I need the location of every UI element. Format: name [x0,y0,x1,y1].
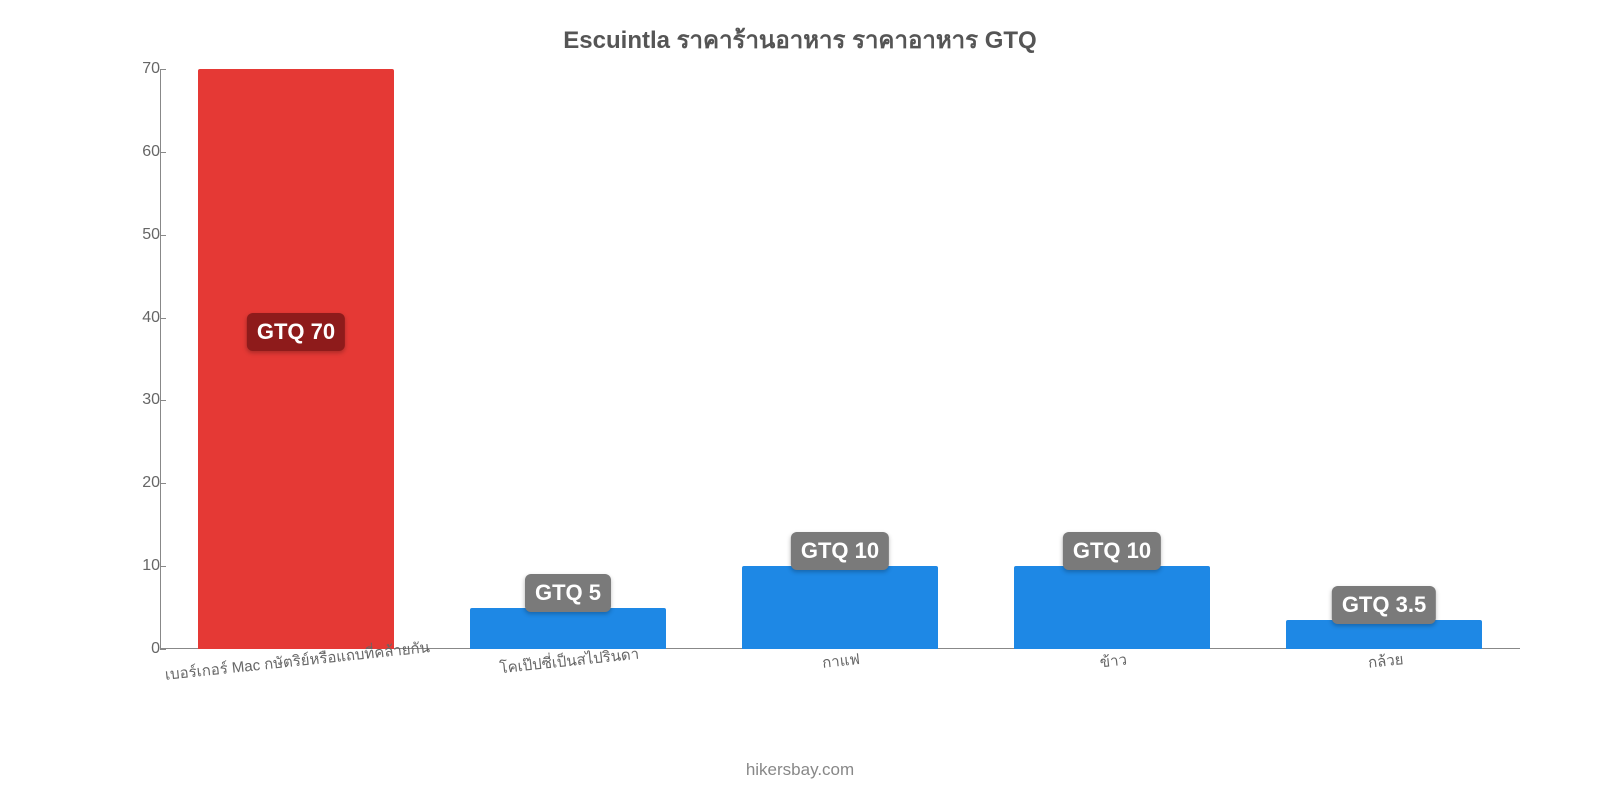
bar [198,69,394,649]
value-badge: GTQ 3.5 [1332,586,1436,624]
bar-slot: GTQ 10 [976,69,1248,649]
y-tick-label: 70 [100,60,160,78]
x-label-slot: โคเป๊ปซี่เป็นสไปรินดา [432,649,704,669]
y-tick-label: 0 [100,640,160,658]
bar-slot: GTQ 70 [160,69,432,649]
x-axis-label: กาแฟ [821,647,861,675]
x-axis-labels: เบอร์เกอร์ Mac กษัตริย์หรือแถบที่คล้ายกั… [160,649,1520,669]
bar-slot: GTQ 5 [432,69,704,649]
bars-container: GTQ 70 GTQ 5 GTQ 10 GTQ 10 GTQ 3.5 [160,69,1520,649]
y-tick-label: 40 [100,309,160,327]
x-label-slot: ข้าว [976,649,1248,669]
x-label-slot: กล้วย [1248,649,1520,669]
value-badge: GTQ 10 [791,532,889,570]
plot-area: 010203040506070 GTQ 70GTQ 5GTQ 10GTQ 10G… [160,69,1520,649]
value-badge: GTQ 70 [247,313,345,351]
x-label-slot: กาแฟ [704,649,976,669]
bar [1014,566,1210,649]
x-label-slot: เบอร์เกอร์ Mac กษัตริย์หรือแถบที่คล้ายกั… [160,649,432,669]
bar [1286,620,1482,649]
x-axis-label: กล้วย [1366,647,1404,675]
attribution-text: hikersbay.com [0,760,1600,780]
y-axis: 010203040506070 [100,69,160,649]
chart-title: Escuintla ราคาร้านอาหาร ราคาอาหาร GTQ [40,20,1560,59]
x-axis-label: ข้าว [1099,648,1128,675]
bar [742,566,938,649]
bar-slot: GTQ 10 [704,69,976,649]
y-tick-label: 30 [100,391,160,409]
price-bar-chart: Escuintla ราคาร้านอาหาร ราคาอาหาร GTQ 0 1… [0,0,1600,800]
y-tick-label: 10 [100,557,160,575]
value-badge: GTQ 10 [1063,532,1161,570]
y-tick-label: 20 [100,474,160,492]
bar-slot: GTQ 3.5 [1248,69,1520,649]
value-badge: GTQ 5 [525,574,611,612]
y-tick-label: 60 [100,143,160,161]
y-tick-label: 50 [100,226,160,244]
